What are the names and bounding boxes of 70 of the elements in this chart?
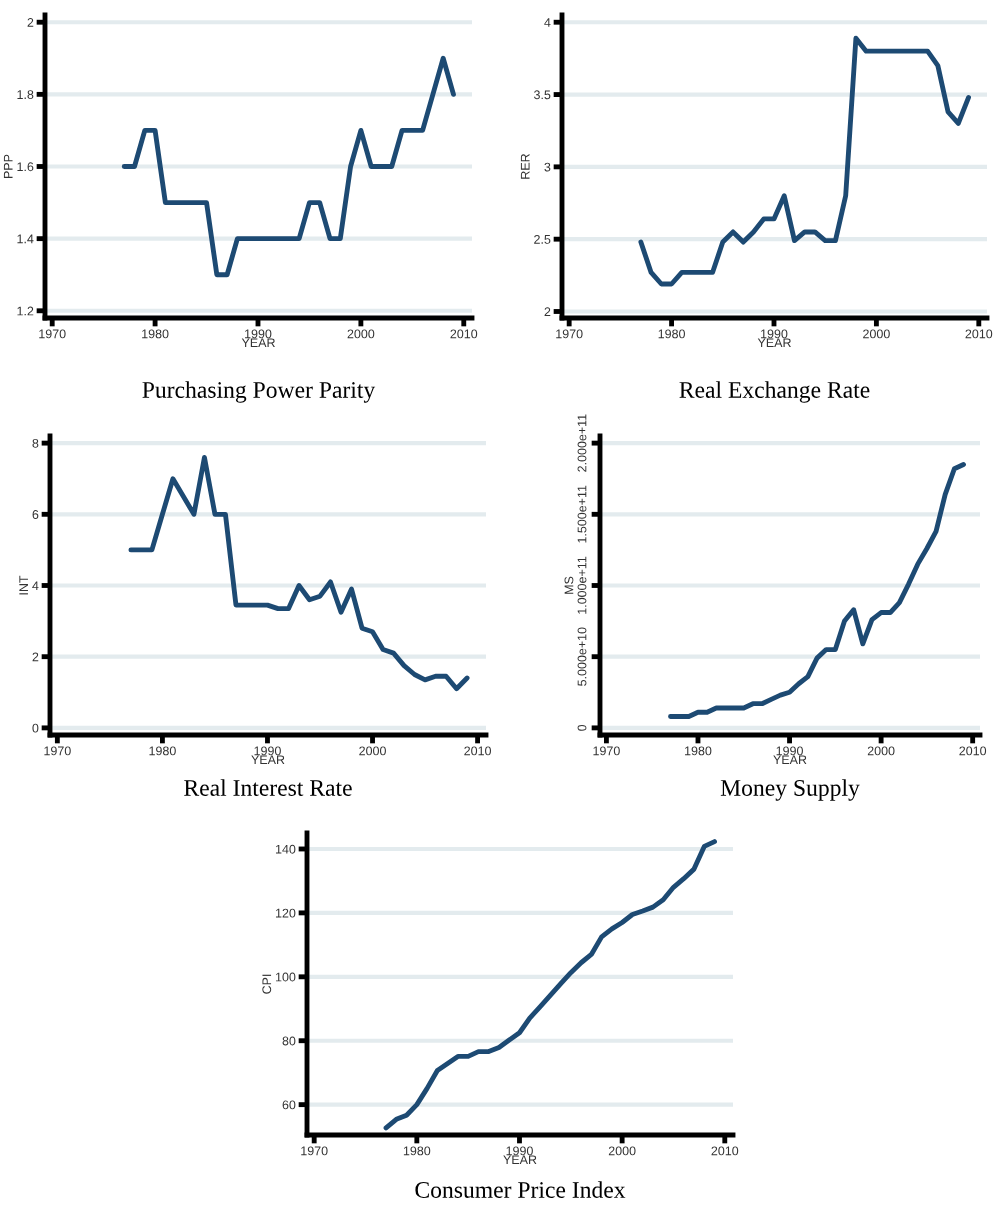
y-axis-title: CPI bbox=[262, 974, 272, 994]
x-tick-label: 2010 bbox=[965, 329, 993, 339]
text: Money Supply bbox=[720, 779, 860, 801]
y-axis-title: INT bbox=[19, 575, 28, 595]
y-tick-label: 80 bbox=[282, 1036, 296, 1046]
y-tick-label: 3.5 bbox=[533, 90, 551, 100]
y-tick-label: 8 bbox=[32, 438, 39, 448]
line-series bbox=[638, 35, 971, 287]
line-series bbox=[383, 839, 717, 1131]
y-tick-label: 100 bbox=[275, 972, 296, 982]
x-tick-label: 2010 bbox=[464, 746, 492, 756]
y-axis-title: PPP bbox=[3, 154, 13, 178]
x-tick-label: 1980 bbox=[658, 329, 685, 339]
y-tick-label: 4 bbox=[544, 18, 551, 27]
x-axis-title: YEAR bbox=[773, 755, 807, 765]
y-tick-label: 6 bbox=[32, 510, 39, 519]
text: Real Interest Rate bbox=[184, 779, 352, 796]
y-tick-label: 5.000e+10 bbox=[577, 627, 587, 686]
x-tick-label: 1970 bbox=[301, 1146, 328, 1156]
y-tick-label: 60 bbox=[282, 1100, 296, 1110]
y-tick-label: 120 bbox=[275, 908, 296, 918]
x-tick-label: 1980 bbox=[403, 1146, 431, 1156]
x-tick-label: 1990 bbox=[776, 746, 803, 756]
y-tick-label: 0 bbox=[577, 724, 587, 731]
x-axis-title: YEAR bbox=[251, 755, 285, 765]
y-axis-title: RER bbox=[520, 153, 530, 179]
x-tick-label: 1970 bbox=[593, 746, 620, 756]
x-tick-label: 2000 bbox=[867, 746, 895, 756]
y-tick-label: 140 bbox=[275, 844, 296, 854]
x-tick-label: 1990 bbox=[245, 329, 272, 339]
x-tick-label: 1970 bbox=[44, 746, 71, 756]
x-axis-title: YEAR bbox=[757, 338, 791, 348]
line-series bbox=[128, 454, 470, 692]
line-series bbox=[121, 55, 456, 278]
y-tick-label: 0 bbox=[32, 723, 39, 733]
x-tick-label: 2000 bbox=[347, 329, 375, 339]
y-tick-label: 1.2 bbox=[17, 306, 34, 316]
x-tick-label: 1970 bbox=[39, 329, 66, 339]
x-tick-label: 1990 bbox=[254, 746, 281, 756]
x-tick-label: 1980 bbox=[149, 746, 176, 756]
x-tick-label: 1990 bbox=[761, 329, 788, 339]
y-axis-title: MS bbox=[564, 576, 574, 594]
y-tick-label: 1.500e+11 bbox=[577, 485, 587, 543]
y-tick-label: 2 bbox=[27, 18, 34, 27]
x-tick-label: 1980 bbox=[142, 329, 169, 339]
y-tick-label: 1.4 bbox=[17, 234, 34, 244]
text: Purchasing Power Parity bbox=[142, 381, 376, 403]
x-tick-label: 2010 bbox=[959, 746, 987, 756]
y-tick-label: 2 bbox=[544, 307, 551, 317]
text: Consumer Price Index bbox=[415, 1181, 626, 1198]
y-tick-label: 2.000e+11 bbox=[577, 414, 587, 472]
x-tick-label: 1980 bbox=[685, 746, 712, 756]
y-tick-label: 1.6 bbox=[17, 162, 34, 172]
x-tick-label: 2000 bbox=[863, 329, 890, 339]
x-tick-label: 2010 bbox=[711, 1146, 739, 1156]
x-tick-label: 1990 bbox=[506, 1146, 533, 1156]
y-tick-label: 3 bbox=[544, 162, 551, 172]
y-tick-label: 1.000e+11 bbox=[577, 556, 587, 614]
x-tick-label: 2000 bbox=[608, 1146, 636, 1156]
x-axis-title: YEAR bbox=[241, 338, 275, 348]
line-series bbox=[668, 462, 966, 719]
x-tick-label: 2010 bbox=[450, 329, 478, 339]
y-tick-label: 2 bbox=[32, 652, 39, 662]
x-tick-label: 1970 bbox=[556, 329, 583, 339]
y-tick-label: 1.8 bbox=[17, 90, 34, 100]
y-tick-label: 2.5 bbox=[534, 234, 551, 244]
x-tick-label: 2000 bbox=[359, 746, 386, 756]
text: Real Exchange Rate bbox=[679, 381, 870, 403]
x-axis-title: YEAR bbox=[503, 1155, 537, 1165]
y-tick-label: 4 bbox=[32, 581, 39, 591]
